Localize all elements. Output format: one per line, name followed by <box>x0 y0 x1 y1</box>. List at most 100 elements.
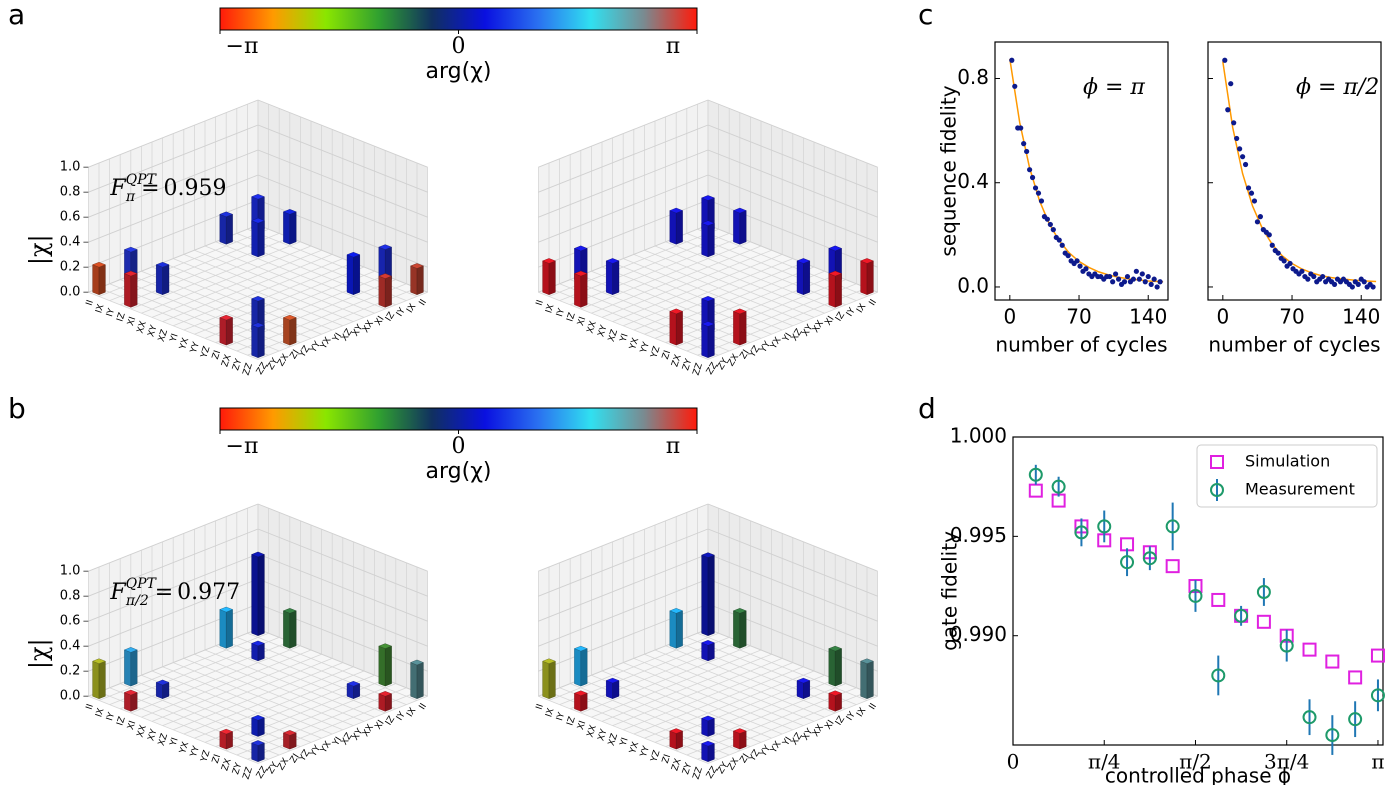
bar-face-right <box>416 265 424 295</box>
data-point <box>1077 263 1083 269</box>
data-point <box>1083 266 1089 272</box>
y-tick-label: 0.990 <box>950 622 1007 646</box>
colorbar-label: arg(χ) <box>426 59 492 84</box>
data-point <box>1157 279 1163 285</box>
pane-grid <box>654 270 825 339</box>
x-tick-label: ZI <box>211 349 223 360</box>
grid-line <box>88 149 259 218</box>
x-tick-label: XZ <box>607 328 620 343</box>
x-tick-label: IZ <box>115 312 127 323</box>
x-tick-label: YX <box>178 337 191 352</box>
bar-face-right <box>707 642 715 662</box>
annotation-sub: π <box>125 189 136 205</box>
pane-grid <box>109 687 280 756</box>
grid-line <box>707 99 878 168</box>
x-tick-label: XX <box>136 320 149 335</box>
x-tick-label: ZI <box>211 753 223 764</box>
sim-marker <box>1325 654 1340 669</box>
x-tick-label: XI <box>576 316 588 327</box>
bar-face-right <box>835 648 842 687</box>
bar-face-right <box>257 643 265 662</box>
data-point <box>1024 148 1030 155</box>
bar-face-left <box>733 210 740 245</box>
x-tick-label: XX <box>586 320 599 335</box>
grid-line <box>88 124 259 193</box>
meas-marker <box>1120 555 1135 570</box>
data-point <box>1299 268 1305 274</box>
meas-marker <box>1256 584 1271 599</box>
annotation-sup: QPT <box>126 172 158 188</box>
grid-line <box>257 124 428 193</box>
bar-face-left <box>733 311 740 346</box>
bar-face-right <box>739 210 747 245</box>
grid-line <box>257 503 428 572</box>
data-point <box>1032 185 1039 191</box>
bar-face-left <box>92 264 100 295</box>
data-point <box>1027 167 1033 173</box>
bar-top <box>251 714 265 721</box>
y-tick-label: IX <box>855 706 868 719</box>
annotation: ϕ = π <box>1083 75 1145 100</box>
bar-face-right <box>803 260 810 295</box>
meas-marker <box>1097 519 1112 534</box>
bar-face-left <box>251 717 259 737</box>
x-tick-label: YZ <box>649 345 662 360</box>
x-tick-label: ZX <box>670 354 683 369</box>
x-tick-label: XI <box>126 316 138 327</box>
bar-face-left <box>669 730 677 750</box>
x-tick-label: ZI <box>661 349 673 360</box>
annotation-sign: = <box>155 580 173 605</box>
x-tick-label: π/2 <box>1179 750 1212 774</box>
y-tick-label: 1.000 <box>950 424 1007 448</box>
bar-face-left <box>796 260 804 295</box>
sim-marker <box>1256 614 1271 629</box>
pane-grid <box>236 687 407 756</box>
colorbar <box>219 407 698 431</box>
x-tick-label: 0 <box>1003 305 1016 329</box>
pane-grid <box>538 291 709 360</box>
bar-top <box>123 647 138 653</box>
bar-face-right <box>98 264 106 295</box>
pane-grid <box>707 695 878 764</box>
bar-face-left <box>219 317 227 346</box>
panel-letter: a <box>8 0 25 31</box>
z-tick-label: 0.8 <box>60 185 81 200</box>
x-tick-label: XI <box>576 720 588 731</box>
bar-face-left <box>860 260 868 295</box>
x-tick-label: XZ <box>607 732 620 747</box>
fidelity-annotation: FQPT π/2 = 0.977 <box>109 576 240 609</box>
bar-face-left <box>701 718 709 737</box>
data-point <box>1287 260 1293 267</box>
bar-top <box>219 211 234 218</box>
bar-top <box>828 270 843 277</box>
bar-face-right <box>676 311 683 346</box>
data-point <box>1240 154 1246 160</box>
bar-top <box>282 608 297 614</box>
bar-face-right <box>289 211 297 245</box>
bar-face-right <box>416 662 424 699</box>
grid-line <box>538 149 709 218</box>
data-point <box>1145 273 1151 280</box>
panel-letter: b <box>8 392 26 425</box>
grid-line <box>88 553 259 622</box>
sim-marker <box>1165 559 1180 574</box>
bar-top <box>701 220 715 226</box>
bar-face-left <box>219 609 227 649</box>
data-point <box>1056 237 1062 243</box>
pane-grid <box>141 674 312 743</box>
annotation-value: 0.977 <box>177 580 240 605</box>
bar-top <box>251 217 265 224</box>
bar-face-right <box>707 323 715 358</box>
data-point <box>1148 281 1154 287</box>
grid-line <box>257 99 428 168</box>
data-point <box>1065 253 1071 259</box>
y-tick-label: 0.0 <box>957 273 989 297</box>
y-tick-label: 0.8 <box>957 65 989 89</box>
meas-marker <box>1279 638 1294 653</box>
bar-top <box>701 321 715 327</box>
pane-grid <box>623 258 793 327</box>
x-tick-label: ZI <box>661 753 673 764</box>
bar-top <box>219 606 234 613</box>
x-tick-label: ZX <box>220 758 233 773</box>
